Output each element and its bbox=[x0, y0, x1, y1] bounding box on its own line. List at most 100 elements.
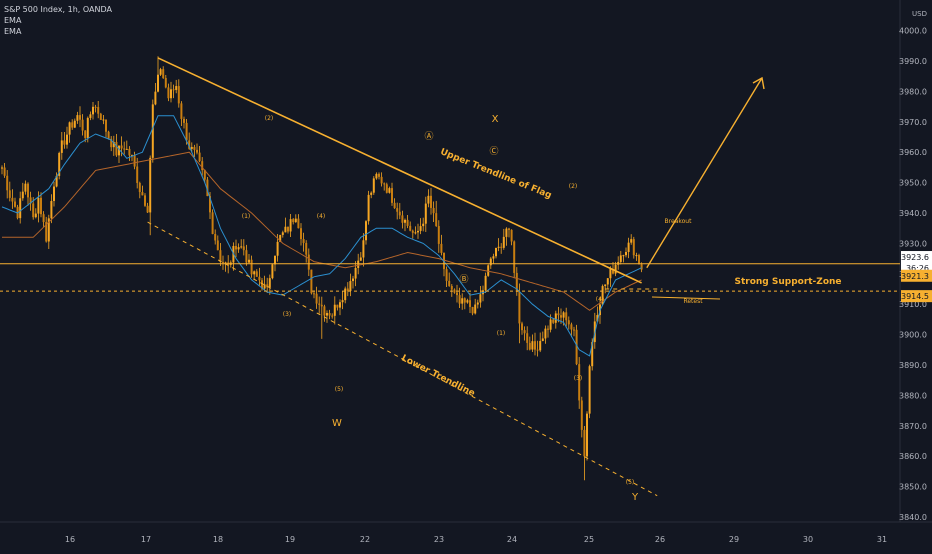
time-axis-label: 19 bbox=[285, 535, 295, 544]
candle-body bbox=[294, 218, 297, 223]
candle-body bbox=[105, 119, 107, 132]
candle-body bbox=[136, 166, 139, 183]
candle-body bbox=[50, 200, 53, 219]
last-price-tag: 3923.6 bbox=[901, 253, 929, 262]
candle-body bbox=[120, 145, 123, 149]
candle-body bbox=[528, 342, 531, 350]
candle-body bbox=[201, 161, 204, 171]
candle-body bbox=[375, 173, 378, 179]
candle-body bbox=[110, 138, 113, 148]
candle-body bbox=[380, 176, 383, 184]
candle-body bbox=[536, 349, 539, 351]
candle-body bbox=[448, 280, 451, 286]
price-axis-label: 3840.0 bbox=[899, 513, 927, 522]
candle-body bbox=[300, 228, 302, 240]
candle-body bbox=[440, 243, 443, 253]
candle-body bbox=[609, 268, 612, 279]
candle-body bbox=[71, 122, 74, 128]
candle-body bbox=[619, 255, 622, 262]
candle-body bbox=[190, 146, 193, 149]
candle-body bbox=[508, 228, 510, 230]
candle-body bbox=[565, 312, 568, 321]
annotation-label: Ⓐ bbox=[424, 131, 433, 142]
candle-body bbox=[422, 223, 425, 227]
candle-body bbox=[588, 366, 591, 414]
candle-body bbox=[253, 271, 256, 275]
candle-body bbox=[222, 262, 224, 264]
candle-body bbox=[484, 275, 487, 291]
candle-body bbox=[562, 312, 565, 318]
price-axis-label: 3890.0 bbox=[899, 361, 927, 370]
candle-body bbox=[79, 115, 81, 120]
candle-body bbox=[453, 289, 456, 293]
candle-body bbox=[219, 250, 222, 263]
candle-body bbox=[635, 255, 638, 257]
candle-body bbox=[606, 278, 609, 285]
ema-slow-label[interactable]: EMA bbox=[4, 27, 22, 36]
annotation-label: (4) bbox=[596, 296, 605, 303]
time-axis-label: 23 bbox=[434, 535, 444, 544]
candle-body bbox=[469, 300, 471, 307]
candle-body bbox=[276, 241, 279, 256]
candle-body bbox=[266, 284, 269, 288]
candle-body bbox=[224, 262, 227, 264]
candle-body bbox=[367, 194, 370, 222]
candle-body bbox=[388, 188, 391, 193]
candle-body bbox=[570, 324, 573, 330]
candle-body bbox=[640, 264, 643, 270]
trendline[interactable] bbox=[157, 57, 642, 284]
candle-body bbox=[544, 328, 547, 339]
projection-arrow[interactable] bbox=[646, 77, 763, 269]
candle-body bbox=[547, 328, 549, 330]
candle-body bbox=[354, 267, 357, 279]
candle-body bbox=[404, 219, 406, 223]
candle-body bbox=[250, 259, 253, 275]
candle-body bbox=[614, 264, 617, 274]
candle-body bbox=[159, 69, 162, 75]
candle-body bbox=[632, 239, 635, 256]
candle-body bbox=[341, 300, 344, 303]
candle-body bbox=[193, 146, 196, 150]
candle-body bbox=[586, 413, 588, 457]
annotation-label: (3) bbox=[574, 375, 583, 382]
candle-body bbox=[336, 304, 339, 308]
price-axis-label: 3980.0 bbox=[899, 87, 927, 96]
candle-body bbox=[240, 246, 243, 248]
candle-body bbox=[596, 315, 599, 322]
price-axis-label: 3960.0 bbox=[899, 148, 927, 157]
price-axis-label: 3970.0 bbox=[899, 118, 927, 127]
candle-body bbox=[393, 202, 396, 209]
time-axis-label: 30 bbox=[803, 535, 813, 544]
annotation-label: Y bbox=[631, 492, 639, 503]
candle-body bbox=[42, 214, 45, 223]
price-axis-label: 4000.0 bbox=[899, 27, 927, 36]
candle-body bbox=[274, 255, 276, 265]
annotation-label: (5) bbox=[335, 386, 344, 393]
trendline[interactable] bbox=[147, 221, 658, 497]
candle-body bbox=[305, 242, 308, 255]
candle-body bbox=[211, 212, 214, 234]
candle-body bbox=[214, 233, 217, 241]
candle-body bbox=[625, 251, 627, 256]
candle-body bbox=[271, 264, 274, 279]
candle-body bbox=[487, 265, 490, 276]
ema-fast-label[interactable]: EMA bbox=[4, 16, 22, 25]
candle-body bbox=[458, 295, 461, 304]
ema-fast-line bbox=[1, 115, 642, 357]
candle-body bbox=[146, 205, 149, 213]
candle-body bbox=[578, 364, 581, 401]
candle-body bbox=[45, 222, 48, 242]
candle-body bbox=[128, 148, 131, 156]
symbol-title[interactable]: S&P 500 Index, 1h, OANDA bbox=[4, 5, 112, 14]
candle-body bbox=[47, 218, 50, 242]
support-mark-2-tag-bg bbox=[901, 290, 932, 303]
candle-body bbox=[541, 338, 544, 342]
candle-body bbox=[333, 304, 336, 316]
retest-line[interactable] bbox=[651, 296, 721, 300]
candle-body bbox=[154, 91, 157, 105]
candle-body bbox=[601, 286, 604, 305]
candle-body bbox=[123, 148, 126, 150]
candle-body bbox=[73, 120, 76, 128]
